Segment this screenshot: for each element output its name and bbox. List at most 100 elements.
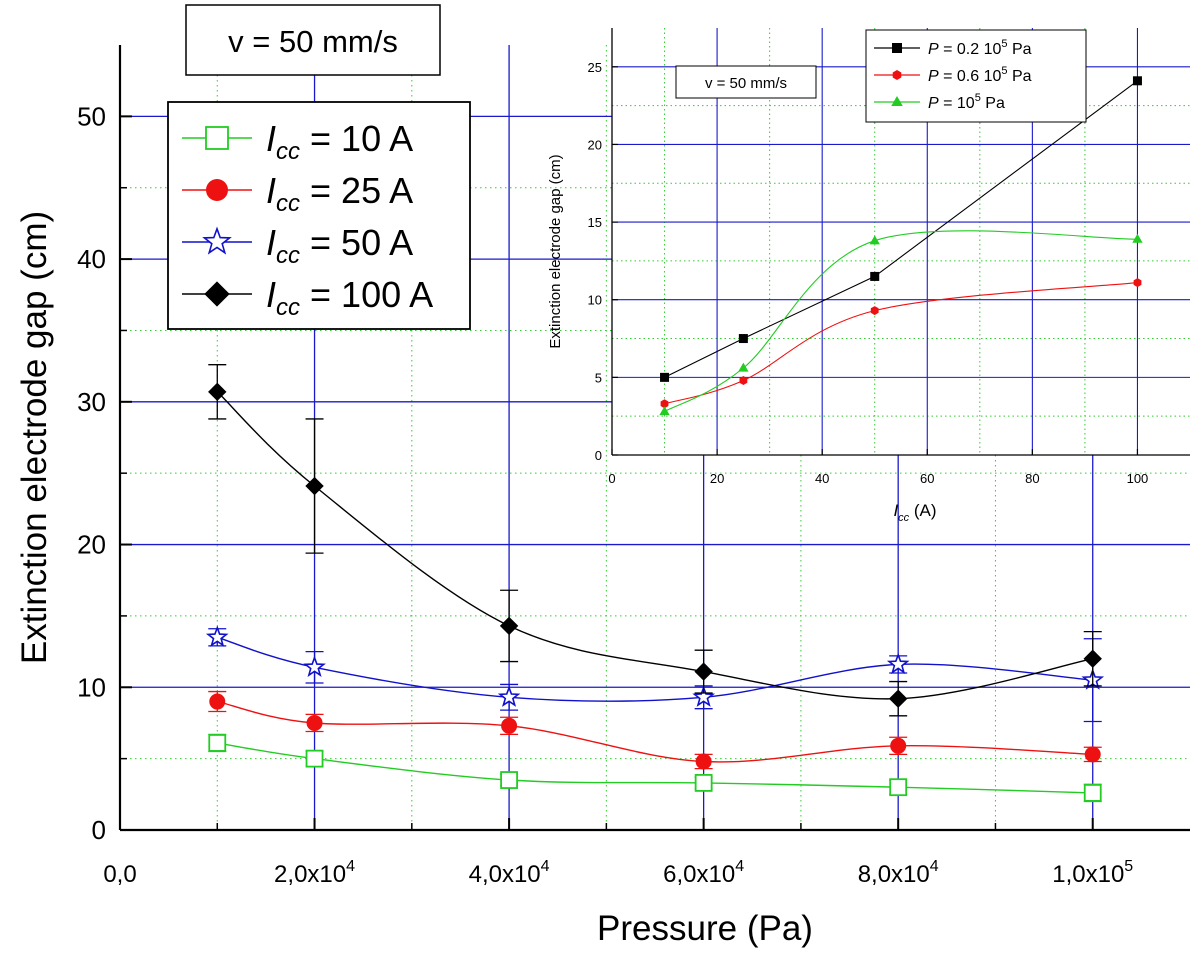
legend-symbol: I: [266, 222, 276, 263]
y-tick-label: 50: [77, 101, 106, 131]
y-tick-label: 20: [77, 530, 106, 560]
data-point: [694, 662, 713, 681]
inset-data-point: [870, 271, 880, 281]
data-point: [208, 382, 227, 402]
legend-label: Icc = 100 A: [266, 274, 433, 321]
x-tick-mantissa: 8,0x10: [858, 861, 930, 888]
x-tick-label: 8,0x104: [858, 858, 939, 888]
x-tick-mantissa: 0,0: [103, 861, 136, 888]
legend-subscript: cc: [276, 138, 300, 165]
inset-data-point: [660, 399, 669, 409]
inset-annotation-box: [675, 65, 817, 99]
inset-x-tick-label: 20: [710, 471, 724, 486]
x-tick-mantissa: 4,0x10: [469, 861, 541, 888]
inset-y-tick-label: 10: [588, 293, 602, 308]
x-tick-mantissa: 2,0x10: [274, 861, 346, 888]
data-point: [497, 685, 521, 707]
series-0: [208, 733, 1102, 803]
inset-chart: 0 5 10 15 20 25 0 20 40 60 80 100 Icc (A) Extinction …: [547, 28, 1190, 524]
x-tick-mantissa: 1,0x10: [1052, 861, 1124, 888]
legend-marker: [204, 281, 230, 307]
data-point: [306, 714, 323, 731]
inset-legend-marker: [891, 96, 903, 106]
data-point: [890, 737, 907, 754]
x-tick-mantissa: 6,0x10: [663, 861, 735, 888]
y-tick-label: 30: [77, 387, 106, 417]
x-tick-exponent: 5: [1124, 858, 1133, 875]
data-point: [305, 749, 324, 768]
data-point: [889, 778, 908, 797]
inset-x-axis-unit: (A): [909, 501, 936, 520]
inset-legend-value: = 10: [939, 95, 975, 112]
legend-symbol: I: [266, 170, 276, 211]
inset-annotation-text: v = 50 mm/s: [705, 75, 787, 92]
inset-legend-symbol: P: [928, 95, 939, 112]
inset-y-axis-title: Extinction electrode gap (cm): [547, 154, 564, 348]
inset-data-point: [739, 376, 748, 385]
legend-label: Icc = 10 A: [266, 118, 413, 165]
data-point: [205, 625, 229, 647]
data-point: [888, 689, 908, 708]
inset-series-2: [659, 230, 1143, 416]
inset-legend-box: [865, 29, 1087, 123]
data-point: [500, 771, 518, 789]
data-point: [305, 476, 324, 496]
inset-legend-marker: [892, 70, 902, 80]
inset-legend-unit: Pa: [981, 95, 1005, 112]
legend-marker: [206, 179, 228, 201]
inset-x-tick-label: 40: [815, 471, 829, 486]
inset-legend: P = 0.2 105 PaP = 0.6 105 PaP = 105 Pa: [865, 29, 1087, 123]
data-point: [1084, 746, 1101, 763]
data-point: [499, 616, 519, 636]
inset-legend-value: = 0.2 10: [939, 41, 1002, 58]
inset-x-tick-label: 0: [608, 471, 615, 486]
legend-label: Icc = 50 A: [266, 222, 413, 269]
legend-marker: [202, 226, 232, 255]
x-tick-exponent: 4: [346, 858, 355, 875]
series-line: [217, 742, 1093, 794]
legend-label: Icc = 25 A: [266, 170, 413, 217]
series-line: [217, 700, 1093, 763]
series-1: [208, 690, 1102, 770]
data-point: [209, 693, 226, 710]
series-2: [205, 625, 1105, 723]
inset-data-point: [1132, 233, 1143, 243]
legend-value: = 100 A: [300, 274, 433, 315]
legend-value: = 10 A: [300, 118, 413, 159]
x-tick-label: 1,0x105: [1052, 858, 1133, 888]
data-point: [501, 717, 518, 734]
y-axis-title: Extinction electrode gap (cm): [15, 211, 54, 664]
inset-x-tick-label: 60: [920, 471, 934, 486]
inset-legend-exponent: 5: [1001, 38, 1007, 50]
inset-series-1: [660, 278, 1142, 409]
data-point: [1083, 783, 1102, 802]
inset-legend-label: P = 0.2 105 Pa: [928, 38, 1032, 58]
inset-x-tick-label: 100: [1127, 471, 1149, 486]
data-point: [695, 753, 712, 770]
inset-legend-marker: [892, 43, 902, 53]
annotation-box: [185, 4, 441, 76]
inset-data-point: [1133, 278, 1142, 288]
x-tick-exponent: 4: [735, 858, 744, 875]
inset-series-0: [660, 76, 1142, 382]
annotation-text: v = 50 mm/s: [228, 24, 398, 59]
inset-legend-label: P = 0.6 105 Pa: [928, 65, 1032, 85]
y-tick-label: 10: [77, 672, 106, 702]
inset-data-point: [659, 406, 670, 416]
x-tick-exponent: 4: [541, 858, 550, 875]
series-3: [208, 364, 1102, 717]
data-point: [886, 652, 910, 675]
inset-series-line: [664, 80, 1138, 378]
data-point: [692, 685, 716, 707]
y-tick-label: 40: [77, 244, 106, 274]
series-line: [217, 636, 1093, 702]
inset-data-point: [1132, 76, 1142, 86]
data-point: [208, 734, 227, 752]
inset-legend-exponent: 5: [975, 92, 981, 104]
inset-series-line: [664, 282, 1138, 405]
inset-x-axis-subscript: cc: [898, 512, 910, 524]
x-tick-label: 2,0x104: [274, 858, 355, 888]
inset-legend-symbol: P: [928, 41, 939, 58]
inset-x-axis-symbol: I: [893, 501, 898, 520]
